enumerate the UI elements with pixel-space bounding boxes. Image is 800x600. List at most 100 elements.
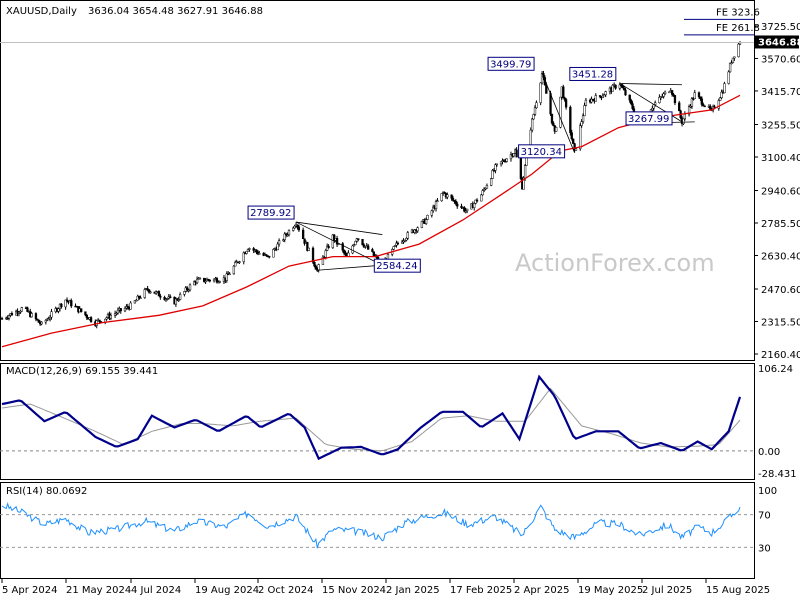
candle <box>80 308 83 313</box>
candle <box>727 70 730 85</box>
candle <box>187 288 190 293</box>
x-tick-label: 2 Oct 2024 <box>258 585 313 596</box>
candle <box>604 90 607 98</box>
candle <box>492 168 496 172</box>
candle <box>286 232 289 237</box>
candle <box>446 192 449 200</box>
x-tick-label: 19 Aug 2024 <box>195 585 259 596</box>
candle <box>450 194 453 201</box>
price-annotation-label: 3267.99 <box>628 114 669 125</box>
candle <box>178 292 182 301</box>
candle <box>352 243 356 247</box>
candle <box>208 279 211 283</box>
candle <box>105 316 108 321</box>
candle <box>475 198 479 203</box>
x-tick-label: 2 Jul 2025 <box>642 585 692 596</box>
candle <box>631 101 634 111</box>
price-annotation-label: 3451.28 <box>572 69 613 80</box>
candle <box>193 280 196 286</box>
candle <box>690 97 694 109</box>
price-tick-label: 2470.60 <box>761 285 800 296</box>
last-price-box <box>755 35 799 49</box>
candle <box>20 306 23 312</box>
candle <box>342 249 346 256</box>
candle <box>283 231 286 243</box>
candle <box>628 94 631 103</box>
watermark: ActionForex.com <box>515 249 715 277</box>
candle <box>393 244 397 247</box>
candle <box>354 240 357 246</box>
candle <box>430 209 433 218</box>
price-annotation-box <box>247 205 295 220</box>
candle <box>139 295 142 300</box>
rsi-tick-label: 30 <box>758 543 771 554</box>
candle <box>574 148 578 151</box>
candle <box>662 92 665 99</box>
candle <box>326 243 329 252</box>
candle <box>733 56 736 61</box>
candle <box>331 233 334 249</box>
price-annotation-label: 3499.79 <box>490 59 531 70</box>
candle <box>146 285 149 292</box>
candle <box>535 100 538 109</box>
candle <box>313 261 316 268</box>
candle <box>19 309 22 314</box>
candle <box>26 306 29 313</box>
trend-line <box>295 221 383 266</box>
candle <box>505 158 508 163</box>
trend-line <box>296 221 383 236</box>
candle <box>147 289 151 294</box>
candle <box>174 297 178 307</box>
candle <box>89 316 93 323</box>
candle <box>133 300 137 304</box>
candle <box>603 94 606 97</box>
candle <box>611 83 614 92</box>
candle <box>658 94 661 104</box>
candle <box>34 312 38 322</box>
candle <box>47 316 50 321</box>
candle <box>590 96 593 104</box>
candle <box>519 154 523 181</box>
candle <box>624 87 627 96</box>
candle <box>307 247 310 251</box>
candle <box>272 248 275 258</box>
candle <box>555 126 558 132</box>
candle <box>403 239 407 243</box>
price-tick-label: 2630.40 <box>761 252 800 263</box>
candle <box>361 238 364 246</box>
candle <box>367 243 370 250</box>
price-annotation-box <box>625 111 673 126</box>
candle <box>550 113 554 125</box>
rsi-title: RSI(14) 80.0692 <box>6 486 87 497</box>
candle <box>203 277 206 283</box>
candle <box>570 129 573 141</box>
candle <box>731 57 735 64</box>
candle <box>484 187 487 191</box>
candle <box>327 244 330 249</box>
candle <box>699 96 702 101</box>
candle <box>456 201 459 209</box>
candle <box>258 250 261 255</box>
price-tick-label: 3725.50 <box>761 22 800 33</box>
candle <box>297 224 301 232</box>
price-annotation-box <box>373 258 421 273</box>
candle <box>700 96 703 107</box>
candle <box>218 280 221 284</box>
x-tick-label: 5 Apr 2024 <box>2 585 57 596</box>
candle <box>454 199 457 206</box>
candle <box>670 89 674 97</box>
candle <box>215 276 219 284</box>
candle <box>228 272 231 276</box>
x-tick-label: 19 May 2025 <box>578 585 643 596</box>
candle <box>135 299 138 302</box>
candle <box>204 278 207 285</box>
candle <box>509 151 513 162</box>
candle <box>169 294 172 299</box>
price-annotation-label: 2789.92 <box>250 208 291 219</box>
candle <box>730 60 733 65</box>
candle <box>296 224 299 230</box>
rsi-line <box>1 501 741 549</box>
candle <box>601 93 605 99</box>
candle <box>195 276 199 285</box>
candle <box>581 113 585 124</box>
